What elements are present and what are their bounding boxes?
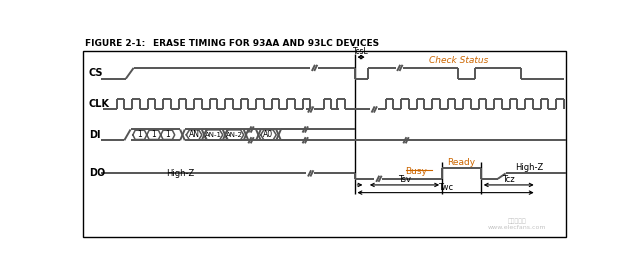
Text: Tsv: Tsv	[398, 175, 411, 184]
Text: AN-2: AN-2	[226, 132, 243, 138]
Text: 1: 1	[137, 130, 142, 139]
Text: Check Status: Check Status	[429, 56, 489, 65]
Text: Twc: Twc	[438, 183, 453, 192]
Text: ERASE TIMING FOR 93AA AND 93LC DEVICES: ERASE TIMING FOR 93AA AND 93LC DEVICES	[153, 39, 379, 48]
Text: 1: 1	[151, 130, 156, 139]
Text: CLK: CLK	[89, 99, 110, 109]
Text: High-Z: High-Z	[166, 169, 194, 178]
Text: A0: A0	[264, 130, 274, 139]
Text: Busy: Busy	[406, 168, 427, 176]
Text: AN-1: AN-1	[205, 132, 222, 138]
Text: 1: 1	[165, 130, 170, 139]
Text: 电子发烧友
www.elecfans.com: 电子发烧友 www.elecfans.com	[488, 218, 547, 230]
Text: Tcz: Tcz	[502, 175, 515, 184]
Text: High-Z: High-Z	[515, 163, 543, 172]
Text: TcsL: TcsL	[353, 47, 369, 56]
Bar	[83, 51, 566, 237]
Text: FIGURE 2-1:: FIGURE 2-1:	[85, 39, 145, 48]
Text: AN: AN	[189, 130, 199, 139]
Text: DI: DI	[89, 130, 100, 140]
Text: CS: CS	[89, 68, 103, 78]
Text: Ready: Ready	[448, 158, 476, 167]
Text: DO: DO	[89, 168, 105, 178]
